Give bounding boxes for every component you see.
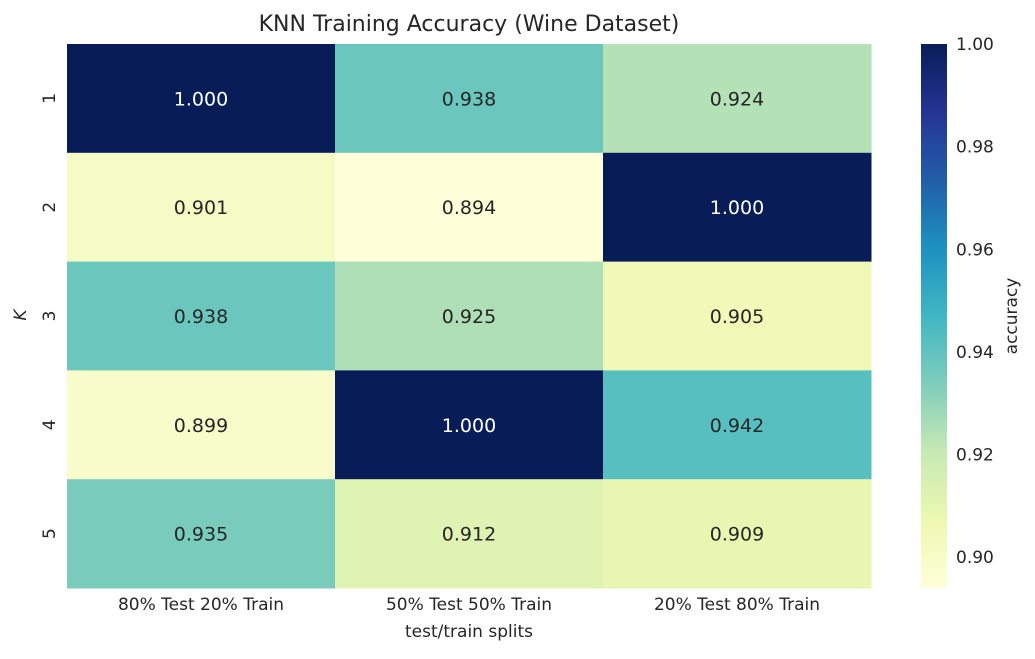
cell-value-label: 0.938 [174, 306, 228, 328]
colorbar-tick-label: 0.98 [956, 138, 994, 158]
x-tick-labels: 80% Test 20% Train 50% Test 50% Train 20% … [118, 595, 820, 615]
cell-value-label: 0.935 [174, 524, 228, 546]
y-tick-label: 2 [40, 202, 60, 213]
heatmap-cell [335, 370, 604, 480]
cell-value-label: 1.000 [710, 197, 764, 219]
heatmap-cell [67, 44, 336, 154]
heatmap-cell [603, 152, 872, 263]
heatmap-cell [67, 370, 336, 480]
y-tick-label: 5 [40, 528, 60, 539]
y-axis-label: K [11, 308, 31, 321]
y-tick-label: 1 [40, 93, 60, 104]
heatmap-cell [335, 261, 604, 371]
y-tick-label: 3 [40, 311, 60, 322]
colorbar-tick-label: 1.00 [956, 35, 994, 55]
heatmap-cell [603, 261, 872, 371]
colorbar-tick-labels: 0.90 0.92 0.94 0.96 0.98 1.00 [956, 35, 994, 568]
heatmap-cell [335, 479, 604, 589]
cell-value-label: 0.942 [710, 415, 764, 437]
x-tick-label: 50% Test 50% Train [386, 595, 552, 615]
colorbar-tick-label: 0.90 [956, 548, 994, 568]
cell-value-label: 0.912 [442, 524, 496, 546]
heatmap-cell [67, 261, 336, 371]
cell-value-label: 0.924 [710, 88, 764, 110]
heatmap-cell [603, 370, 872, 480]
x-axis-label: test/train splits [405, 622, 533, 642]
colorbar-tick-label: 0.92 [956, 446, 994, 466]
heatmap-cell [67, 152, 336, 263]
cell-value-label: 0.905 [710, 306, 764, 328]
colorbar [921, 44, 947, 588]
cell-value-label: 1.000 [174, 88, 228, 110]
heatmap-cell [67, 479, 336, 589]
heatmap-cell [335, 152, 604, 263]
x-tick-label: 20% Test 80% Train [654, 595, 820, 615]
colorbar-tick-label: 0.96 [956, 240, 994, 260]
heatmap-cell [603, 479, 872, 589]
chart-title: KNN Training Accuracy (Wine Dataset) [259, 12, 680, 37]
cell-value-label: 0.938 [442, 88, 496, 110]
x-tick-label: 80% Test 20% Train [118, 595, 284, 615]
cell-value-label: 0.925 [442, 306, 496, 328]
heatmap-cell [335, 44, 604, 154]
cell-value-label: 0.894 [442, 197, 496, 219]
cell-value-label: 0.901 [174, 197, 228, 219]
y-tick-label: 4 [40, 419, 60, 430]
y-tick-labels: 1 2 3 4 5 [40, 93, 60, 539]
colorbar-label: accuracy [1002, 278, 1022, 355]
cell-value-label: 0.899 [174, 415, 228, 437]
cell-value-label: 0.909 [710, 524, 764, 546]
heatmap-cells: 1.000 0.938 0.924 0.901 0.894 1.000 0.938 0.925… [67, 44, 872, 589]
colorbar-tick-label: 0.94 [956, 343, 994, 363]
heatmap-cell [603, 44, 872, 154]
cell-value-label: 1.000 [442, 415, 496, 437]
